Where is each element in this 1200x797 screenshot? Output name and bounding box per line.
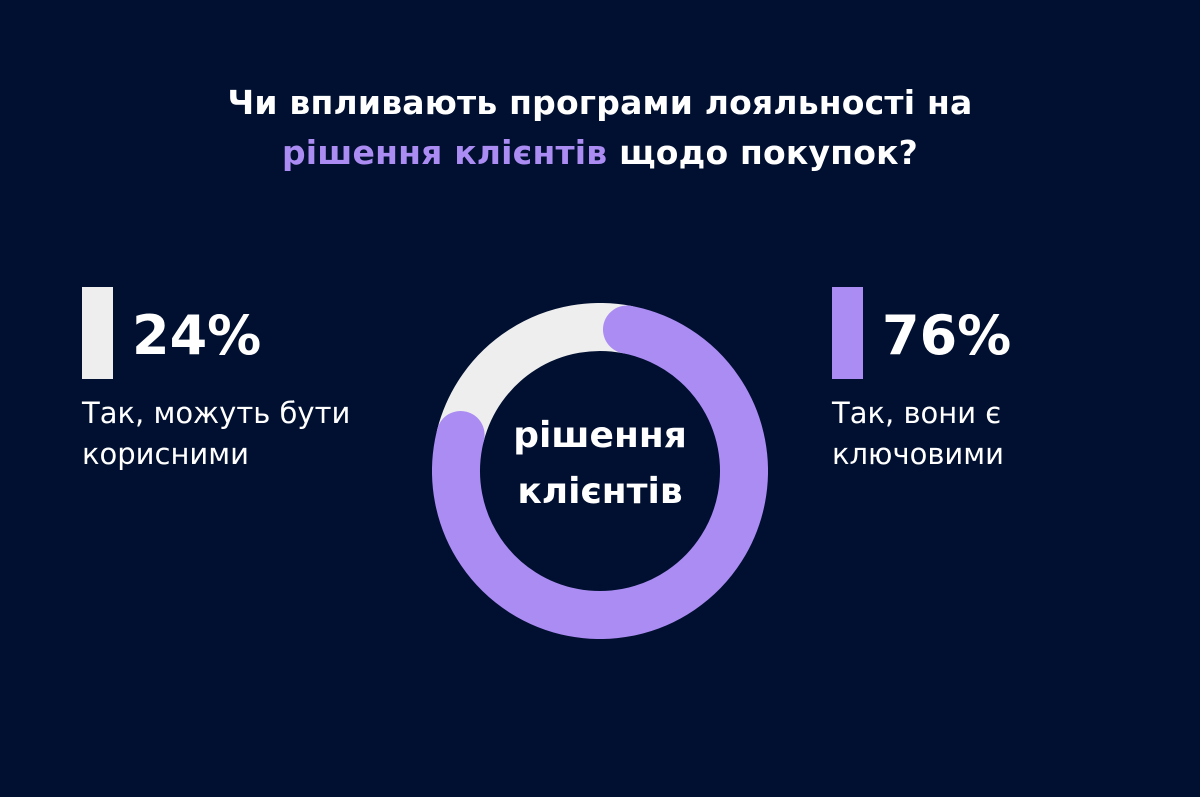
stat-left-color-bar — [82, 287, 113, 379]
stat-right-label: Так, вони є ключовими — [832, 393, 1172, 475]
chart-title-line-1: Чи впливають програми лояльності на — [227, 83, 973, 122]
chart-title-accent: рішення клієнтів — [281, 133, 608, 172]
donut-slice-key — [432, 303, 768, 639]
donut-center-label: рішення клієнтів — [432, 408, 768, 520]
donut-chart — [432, 303, 768, 639]
stat-left-label-line-2: корисними — [82, 437, 249, 471]
stat-left-label: Так, можуть бути корисними — [82, 393, 422, 475]
donut-center-line-2: клієнтів — [517, 471, 683, 512]
stat-right-label-line-2: ключовими — [832, 437, 1005, 471]
stat-right-label-line-1: Так, вони є — [832, 396, 1002, 430]
donut-slices — [432, 303, 768, 639]
stat-left-label-line-1: Так, можуть бути — [82, 396, 351, 430]
stat-right-color-bar — [832, 287, 863, 379]
chart-title-rest: щодо покупок? — [607, 133, 919, 172]
donut-center-line-1: рішення — [513, 415, 687, 456]
stat-left-value: 24% — [132, 304, 262, 367]
chart-title: Чи впливають програми лояльності на ріше… — [0, 78, 1200, 178]
stat-right-value: 76% — [882, 304, 1012, 367]
chart-title-line-2: рішення клієнтів щодо покупок? — [0, 128, 1200, 178]
